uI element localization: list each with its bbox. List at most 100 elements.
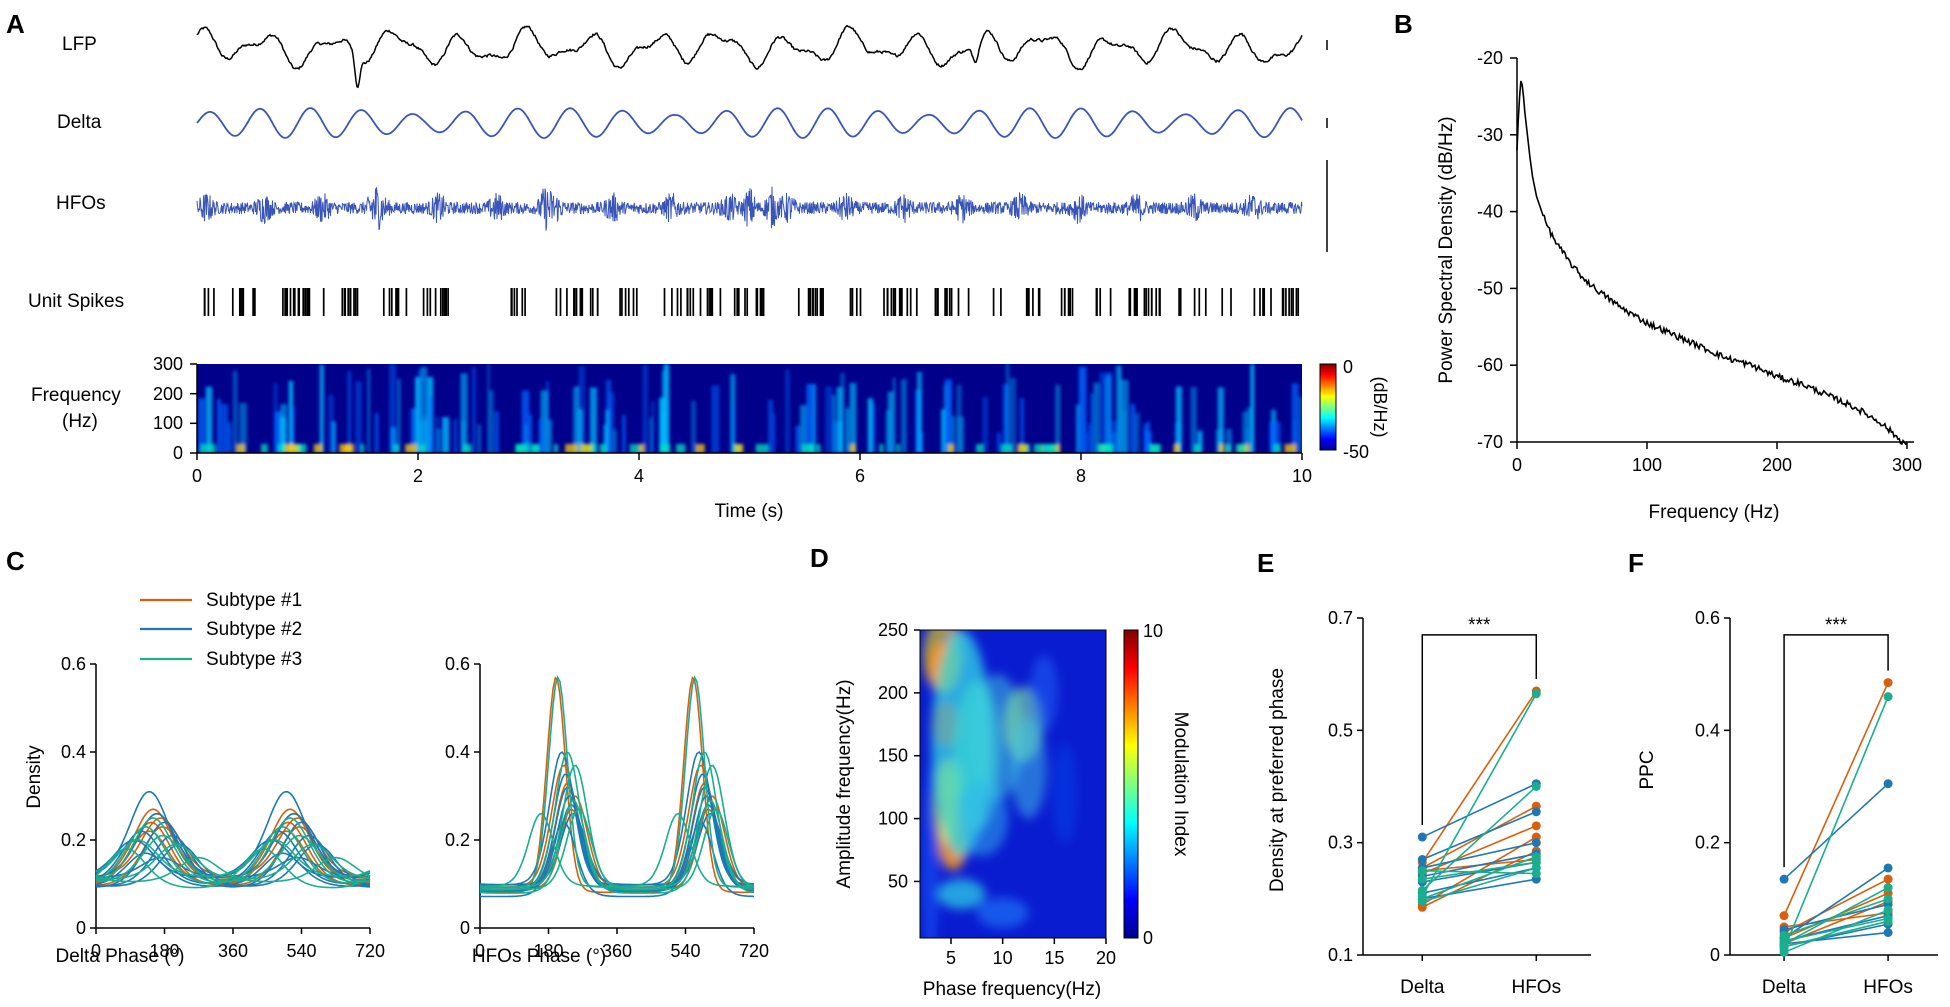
density-ylabel: Density <box>24 745 45 809</box>
time-axis-label: Time (s) <box>715 501 784 522</box>
spec-patch-65 <box>521 390 530 453</box>
spec-patch-109 <box>374 413 379 453</box>
spec-ytick-300: 300 <box>153 354 183 374</box>
spec-patch-125 <box>1099 372 1107 453</box>
spec-patch-141 <box>893 377 896 453</box>
spec-patch-148 <box>197 398 205 453</box>
spec-patch-72 <box>227 422 232 453</box>
spec-low-patch-66 <box>1173 444 1180 453</box>
spec-patch-132 <box>1274 421 1281 453</box>
comod-colorbar-min: 0 <box>1143 928 1153 948</box>
comod-colorbar-max: 10 <box>1143 621 1163 641</box>
spec-low-patch-20 <box>1097 444 1107 453</box>
spec-patch-115 <box>328 395 334 453</box>
cLeft-ytick-0.6: 0.6 <box>61 654 86 674</box>
f-delta-point-5 <box>1779 874 1789 884</box>
comod-xlabel: Phase frequency(Hz) <box>923 979 1101 1000</box>
spec-patch-92 <box>397 379 401 453</box>
spec-patch-81 <box>901 379 907 453</box>
time-tick-2: 2 <box>413 466 423 486</box>
comod-xtick-15: 15 <box>1044 948 1064 968</box>
spec-low-patch-32 <box>589 444 597 453</box>
spec-ytick-0: 0 <box>173 443 183 463</box>
spec-patch-82 <box>573 386 577 453</box>
spec-low-patch-22 <box>236 444 246 453</box>
cLeft-curve-subtype-2-7 <box>95 852 371 887</box>
cLeft-curve-subtype-3-6 <box>95 856 371 883</box>
e-pair-line-0 <box>1421 690 1537 863</box>
cLeft-curve-subtype-3-1 <box>95 825 371 884</box>
comod-xtick-5: 5 <box>946 948 956 968</box>
spec-patch-47 <box>649 417 652 453</box>
f-pair-line-0 <box>1783 682 1889 917</box>
e-ytick-0.7: 0.7 <box>1328 608 1353 628</box>
panel-label-a: A <box>6 9 25 39</box>
spec-patch-38 <box>1217 387 1224 453</box>
f-ytick-0: 0 <box>1710 945 1720 965</box>
cRight-xtick-360: 360 <box>602 941 632 961</box>
panel-b-psd: -20 -30 -40 -50 -60 -70 0 100 200 300 Frequency (… <box>1436 48 1922 523</box>
spec-low-patch-51 <box>515 444 521 453</box>
spec-patch-146 <box>603 424 607 453</box>
spec-patch-103 <box>538 418 544 453</box>
f-significance-stars: *** <box>1825 615 1848 636</box>
spec-patch-33 <box>785 369 790 453</box>
e-pair-line-11 <box>1422 867 1537 894</box>
spec-low-patch-68 <box>208 444 216 453</box>
delta-phase-xlabel: Delta Phase (°) <box>55 946 184 967</box>
f-ylabel: PPC <box>1637 750 1658 789</box>
spec-patch-88 <box>885 410 891 453</box>
spec-patch-62 <box>487 364 490 453</box>
spec-patch-20 <box>1019 398 1025 453</box>
psd-xtick-200: 200 <box>1762 455 1792 475</box>
f-hfos-point-12 <box>1883 883 1893 893</box>
f-pair-line-13 <box>1783 898 1889 937</box>
f-ytick-0.4: 0.4 <box>1695 720 1720 740</box>
cLeft-xtick-720: 720 <box>355 941 385 961</box>
comod-ytick-50: 50 <box>888 871 908 891</box>
spec-low-patch-39 <box>1001 444 1013 453</box>
spec-patch-73 <box>1075 404 1081 453</box>
spec-ytick-200: 200 <box>153 384 183 404</box>
f-ytick-0.6: 0.6 <box>1695 608 1720 628</box>
spec-patch-54 <box>832 395 836 453</box>
panel-label-f: F <box>1628 548 1644 578</box>
spec-low-patch-58 <box>519 444 530 453</box>
spec-low-patch-48 <box>281 444 286 453</box>
spec-patch-42 <box>589 387 597 453</box>
spec-low-patch-43 <box>1273 444 1281 453</box>
cLeft-xtick-360: 360 <box>218 941 248 961</box>
spec-patch-68 <box>1009 377 1017 453</box>
spec-patch-16 <box>663 364 670 453</box>
e-hfos-point-13 <box>1531 689 1541 699</box>
spec-patch-14 <box>871 403 876 453</box>
spec-low-patch-15 <box>419 444 426 453</box>
spec-ylabel-2: (Hz) <box>62 411 98 432</box>
spec-patch-55 <box>319 364 324 453</box>
f-hfos-point-14 <box>1883 905 1893 915</box>
spec-patch-50 <box>420 366 428 453</box>
spec-patch-137 <box>813 384 817 453</box>
e-hfos-point-18 <box>1531 869 1541 879</box>
e-pair-line-2 <box>1421 825 1537 875</box>
f-hfos-point-13 <box>1883 894 1893 904</box>
comod-xtick-20: 20 <box>1096 948 1116 968</box>
spec-patch-43 <box>836 387 843 453</box>
time-axis-ticks: 0 2 4 6 8 10 <box>192 453 1312 486</box>
cLeft-xtick-180: 180 <box>149 941 179 961</box>
spec-patch-86 <box>1078 366 1087 453</box>
cRight-xtick-180: 180 <box>533 941 563 961</box>
cRight-curve-subtype-2-3 <box>479 795 755 892</box>
psd-xtick-100: 100 <box>1632 455 1662 475</box>
spec-patch-120 <box>846 408 849 453</box>
f-significance-bracket <box>1783 634 1889 868</box>
legend-label-subtype-3: Subtype #3 <box>206 649 302 670</box>
spec-patch-84 <box>1226 428 1232 453</box>
delta-label: Delta <box>57 112 102 133</box>
e-ytick-0.1: 0.1 <box>1328 945 1353 965</box>
f-pair-line-12 <box>1783 886 1889 945</box>
comod-hotspot-12 <box>937 878 986 910</box>
e-pair-line-16 <box>1422 861 1537 880</box>
panel-e-density-preferred-phase: 0.7 0.5 0.3 0.1 Delta HFOs *** Density at pref… <box>1267 608 1591 998</box>
